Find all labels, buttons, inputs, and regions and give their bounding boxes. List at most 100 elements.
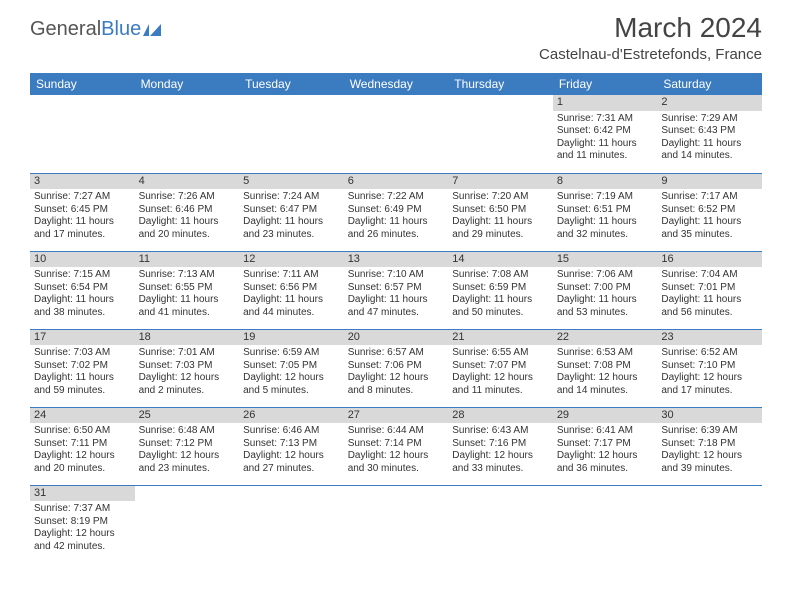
day-line-d2: and 20 minutes. [139,229,236,242]
day-line-d2: and 50 minutes. [452,307,549,320]
day-line-d2: and 59 minutes. [34,385,131,398]
day-line-d1: Daylight: 12 hours [139,450,236,463]
calendar-week-row: 17Sunrise: 7:03 AMSunset: 7:02 PMDayligh… [30,329,762,407]
day-line-d1: Daylight: 12 hours [348,450,445,463]
day-line-sr: Sunrise: 7:24 AM [243,191,340,204]
calendar-day-cell: 11Sunrise: 7:13 AMSunset: 6:55 PMDayligh… [135,251,240,329]
day-line-d2: and 33 minutes. [452,463,549,476]
day-details: Sunrise: 7:37 AMSunset: 8:19 PMDaylight:… [30,501,135,556]
title-block: March 2024 Castelnau-d'Estretefonds, Fra… [539,12,762,63]
calendar-week-row: 3Sunrise: 7:27 AMSunset: 6:45 PMDaylight… [30,173,762,251]
day-line-d1: Daylight: 11 hours [34,216,131,229]
day-line-ss: Sunset: 7:07 PM [452,360,549,373]
day-line-d1: Daylight: 11 hours [452,294,549,307]
calendar-day-cell: 22Sunrise: 6:53 AMSunset: 7:08 PMDayligh… [553,329,658,407]
day-line-d1: Daylight: 11 hours [557,216,654,229]
day-number: 22 [553,330,658,346]
page-title: March 2024 [539,12,762,44]
day-line-ss: Sunset: 7:08 PM [557,360,654,373]
day-line-sr: Sunrise: 7:11 AM [243,269,340,282]
calendar-day-cell: 31Sunrise: 7:37 AMSunset: 8:19 PMDayligh… [30,485,135,563]
calendar-day-cell: 10Sunrise: 7:15 AMSunset: 6:54 PMDayligh… [30,251,135,329]
weekday-header: Saturday [657,73,762,95]
calendar-week-row: 10Sunrise: 7:15 AMSunset: 6:54 PMDayligh… [30,251,762,329]
day-number: 23 [657,330,762,346]
day-line-d1: Daylight: 12 hours [661,372,758,385]
day-details: Sunrise: 6:41 AMSunset: 7:17 PMDaylight:… [553,423,658,478]
day-line-ss: Sunset: 6:54 PM [34,282,131,295]
day-line-ss: Sunset: 6:59 PM [452,282,549,295]
day-line-d1: Daylight: 11 hours [243,216,340,229]
day-line-sr: Sunrise: 7:08 AM [452,269,549,282]
day-line-d2: and 35 minutes. [661,229,758,242]
weekday-header-row: SundayMondayTuesdayWednesdayThursdayFrid… [30,73,762,95]
day-details: Sunrise: 6:52 AMSunset: 7:10 PMDaylight:… [657,345,762,400]
day-line-ss: Sunset: 7:13 PM [243,438,340,451]
day-number: 13 [344,252,449,268]
day-line-d1: Daylight: 12 hours [348,372,445,385]
day-number: 14 [448,252,553,268]
calendar-empty-cell [448,485,553,563]
day-line-sr: Sunrise: 6:44 AM [348,425,445,438]
day-line-d1: Daylight: 12 hours [661,450,758,463]
header: GeneralBlue March 2024 Castelnau-d'Estre… [0,0,792,67]
day-number: 8 [553,174,658,190]
day-line-ss: Sunset: 6:45 PM [34,204,131,217]
calendar-day-cell: 4Sunrise: 7:26 AMSunset: 6:46 PMDaylight… [135,173,240,251]
day-line-ss: Sunset: 8:19 PM [34,516,131,529]
weekday-header: Sunday [30,73,135,95]
day-line-d2: and 41 minutes. [139,307,236,320]
day-line-sr: Sunrise: 7:03 AM [34,347,131,360]
day-details: Sunrise: 7:13 AMSunset: 6:55 PMDaylight:… [135,267,240,322]
calendar-empty-cell [239,485,344,563]
calendar-empty-cell [344,95,449,173]
day-line-d1: Daylight: 11 hours [452,216,549,229]
day-line-ss: Sunset: 7:11 PM [34,438,131,451]
calendar-empty-cell [239,95,344,173]
day-line-ss: Sunset: 6:47 PM [243,204,340,217]
day-line-ss: Sunset: 7:12 PM [139,438,236,451]
calendar-day-cell: 2Sunrise: 7:29 AMSunset: 6:43 PMDaylight… [657,95,762,173]
day-details: Sunrise: 6:50 AMSunset: 7:11 PMDaylight:… [30,423,135,478]
calendar-day-cell: 12Sunrise: 7:11 AMSunset: 6:56 PMDayligh… [239,251,344,329]
day-line-d1: Daylight: 11 hours [348,216,445,229]
day-line-d1: Daylight: 12 hours [34,528,131,541]
day-details: Sunrise: 7:17 AMSunset: 6:52 PMDaylight:… [657,189,762,244]
day-details: Sunrise: 7:08 AMSunset: 6:59 PMDaylight:… [448,267,553,322]
day-line-ss: Sunset: 7:18 PM [661,438,758,451]
day-details: Sunrise: 6:48 AMSunset: 7:12 PMDaylight:… [135,423,240,478]
day-line-sr: Sunrise: 6:52 AM [661,347,758,360]
calendar-day-cell: 14Sunrise: 7:08 AMSunset: 6:59 PMDayligh… [448,251,553,329]
day-line-ss: Sunset: 6:42 PM [557,125,654,138]
day-number: 5 [239,174,344,190]
calendar-day-cell: 9Sunrise: 7:17 AMSunset: 6:52 PMDaylight… [657,173,762,251]
day-details: Sunrise: 7:01 AMSunset: 7:03 PMDaylight:… [135,345,240,400]
day-number: 28 [448,408,553,424]
day-line-d2: and 23 minutes. [139,463,236,476]
day-line-d1: Daylight: 11 hours [661,294,758,307]
day-line-sr: Sunrise: 7:27 AM [34,191,131,204]
calendar-day-cell: 19Sunrise: 6:59 AMSunset: 7:05 PMDayligh… [239,329,344,407]
weekday-header: Wednesday [344,73,449,95]
day-details: Sunrise: 7:19 AMSunset: 6:51 PMDaylight:… [553,189,658,244]
day-line-sr: Sunrise: 6:55 AM [452,347,549,360]
day-number: 17 [30,330,135,346]
day-details: Sunrise: 7:06 AMSunset: 7:00 PMDaylight:… [553,267,658,322]
weekday-header: Tuesday [239,73,344,95]
day-line-ss: Sunset: 6:57 PM [348,282,445,295]
calendar-day-cell: 17Sunrise: 7:03 AMSunset: 7:02 PMDayligh… [30,329,135,407]
day-details: Sunrise: 7:26 AMSunset: 6:46 PMDaylight:… [135,189,240,244]
day-line-sr: Sunrise: 7:37 AM [34,503,131,516]
day-line-d2: and 2 minutes. [139,385,236,398]
day-line-sr: Sunrise: 6:59 AM [243,347,340,360]
day-number: 3 [30,174,135,190]
day-line-d2: and 39 minutes. [661,463,758,476]
day-line-d1: Daylight: 11 hours [139,216,236,229]
day-details: Sunrise: 7:04 AMSunset: 7:01 PMDaylight:… [657,267,762,322]
day-line-d2: and 11 minutes. [452,385,549,398]
day-details: Sunrise: 7:15 AMSunset: 6:54 PMDaylight:… [30,267,135,322]
day-line-sr: Sunrise: 7:06 AM [557,269,654,282]
calendar-day-cell: 29Sunrise: 6:41 AMSunset: 7:17 PMDayligh… [553,407,658,485]
logo: GeneralBlue [30,18,165,41]
calendar-empty-cell [344,485,449,563]
